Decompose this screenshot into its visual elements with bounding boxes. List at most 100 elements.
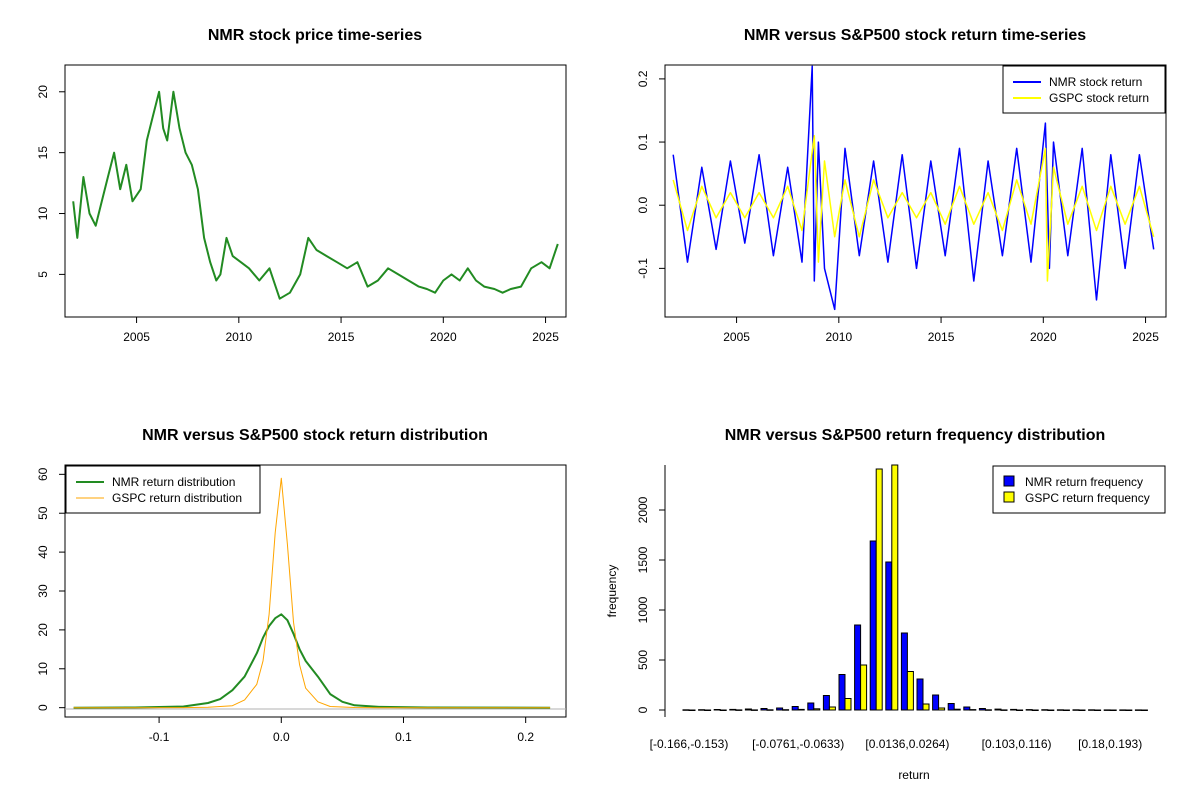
bar-gspc [797,708,805,711]
y-tick-label: 10 [36,662,50,676]
y-tick-label: 60 [36,467,50,481]
legend-entry-gspc: GSPC stock return [1049,91,1149,105]
y-axis: 0 500 1000 1500 2000 [636,496,665,713]
x-tick-label: [0.18,0.193) [1078,737,1142,751]
y-tick-label: 20 [36,623,50,637]
legend-entry-nmr: NMR stock return [1049,75,1142,89]
legend-box [1002,65,1166,114]
bar-gspc [719,709,727,711]
bar-nmr [900,632,908,711]
bar-gspc [782,709,790,711]
y-tick-label: -0.1 [636,258,650,279]
x-tick-label: [-0.166,-0.153) [650,737,729,751]
y-tick-label: 50 [36,506,50,520]
bar-gspc [906,671,914,711]
bar-nmr [1025,709,1033,711]
bar-gspc [1109,709,1117,711]
y-tick-label: 0.1 [636,133,650,150]
bar-gspc [750,709,758,711]
y-axis-label: frequency [605,565,619,618]
x-tick-label: 2010 [825,330,852,344]
x-tick-label: [-0.0761,-0.0633) [752,737,844,751]
bar-gspc [984,709,992,711]
bar-nmr [869,540,877,711]
bar-nmr [713,709,721,711]
bar-nmr [698,709,706,711]
y-tick-label: 0.0 [636,197,650,214]
bar-nmr [776,707,784,711]
x-tick-label: 2010 [225,330,252,344]
bar-nmr [1041,709,1049,711]
bar-gspc [735,709,743,711]
series-line-gspc-return-distribution [73,477,551,709]
y-tick-label: 500 [636,650,650,670]
bar-gspc [1062,709,1070,711]
legend-swatch-gspc [1003,491,1015,503]
series-group [73,477,551,709]
series-line-nmr-return-distribution [73,613,551,709]
bar-nmr [854,624,862,711]
y-tick-label: 0 [636,706,650,713]
x-tick-label: 2025 [532,330,559,344]
x-tick-label: [0.0136,0.0264) [865,737,949,751]
panel-price-timeseries: NMR stock price time-series 2005 2010 2015… [36,27,567,344]
bar-gspc [828,706,836,711]
bar-nmr [916,678,924,711]
bar-gspc [1047,709,1055,711]
bar-gspc [844,698,852,711]
x-axis-label: return [898,768,929,782]
bar-gspc [1125,709,1133,711]
bar-nmr [744,708,752,711]
y-tick-label: 1500 [636,546,650,573]
x-axis: [-0.166,-0.153) [-0.0761,-0.0633) [0.0136,… [650,737,1143,751]
x-tick-label: 2005 [723,330,750,344]
bar-gspc [875,468,883,711]
bar-nmr [1088,709,1096,711]
y-tick-label: 30 [36,584,50,598]
x-tick-label: 2015 [328,330,355,344]
x-axis: 2005 2010 2015 2020 2025 [723,317,1159,344]
legend-entry-gspc: GSPC return distribution [112,491,242,505]
y-tick-label: 1000 [636,596,650,623]
bar-nmr [994,708,1002,711]
bar-nmr [729,708,737,711]
y-tick-label: 20 [36,85,50,99]
y-axis: 0 10 20 30 40 50 60 [36,467,65,711]
bar-gspc [891,464,899,711]
bar-nmr [932,694,940,711]
y-tick-label: 0 [36,704,50,711]
plot-frame [64,64,567,318]
bar-gspc [860,664,868,711]
bar-nmr [978,708,986,711]
legend: NMR return distribution GSPC return dist… [65,465,261,514]
panel-return-timeseries: NMR versus S&P500 stock return time-seri… [636,27,1167,344]
bar-gspc [1140,709,1148,711]
x-axis: 2005 2010 2015 2020 2025 [123,317,559,344]
bar-gspc [1078,709,1086,711]
x-tick-label: [0.103,0.116) [982,737,1052,751]
bar-nmr [822,695,830,711]
bar-nmr [1119,709,1127,711]
bar-gspc [953,708,961,711]
bar-nmr [760,708,768,711]
legend: NMR stock return GSPC stock return [1002,65,1166,114]
series-line-nmr-stock-return [672,65,1155,311]
bar-gspc [813,708,821,711]
series-group [682,464,1148,711]
legend: NMR return frequency GSPC return frequen… [992,465,1166,514]
bar-gspc [1094,709,1102,711]
x-tick-label: -0.1 [149,730,170,744]
bar-nmr [1134,709,1142,711]
plot-frame [664,64,1167,318]
legend-entry-nmr: NMR return distribution [112,475,235,489]
y-axis: 5 10 15 20 [36,85,65,278]
bar-nmr [682,709,690,711]
y-tick-label: 2000 [636,496,650,523]
bar-nmr [791,706,799,711]
chart-title: NMR versus S&P500 return frequency distr… [725,427,1106,444]
x-tick-label: 2025 [1132,330,1159,344]
bar-gspc [1000,709,1008,711]
x-tick-label: 2020 [1030,330,1057,344]
